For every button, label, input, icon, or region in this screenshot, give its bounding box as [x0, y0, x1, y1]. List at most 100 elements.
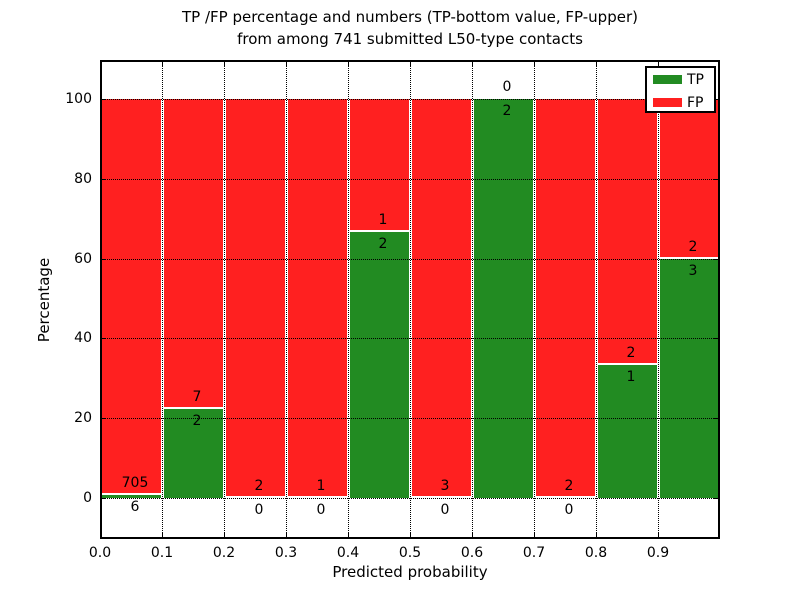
gridline-vertical [658, 60, 659, 539]
y-tick-label: 20 [74, 410, 92, 427]
fp-count-label: 2 [688, 238, 698, 255]
x-tick-label: 0.3 [274, 545, 298, 561]
fp-bar-segment [534, 99, 596, 496]
x-tick-mark [658, 60, 659, 66]
x-tick-label: 0.9 [646, 545, 670, 561]
tp-bar-segment [162, 409, 224, 498]
tp-count-label: 0 [316, 502, 326, 518]
fp-bar-segment [224, 99, 286, 496]
x-tick-mark [286, 533, 287, 539]
x-tick-label: 0.1 [150, 545, 174, 561]
fp-bar-segment [348, 99, 410, 230]
bar-edge-boundary [348, 229, 410, 232]
bar-edge-boundary [224, 496, 286, 498]
y-tick-label: 0 [83, 490, 92, 506]
x-tick-label: 0.5 [398, 545, 422, 561]
tp-count-label: 0 [440, 502, 450, 518]
fp-bar-segment [410, 99, 472, 496]
fp-count-label: 1 [316, 478, 326, 494]
x-tick-mark [472, 533, 473, 539]
x-tick-mark [348, 533, 349, 539]
x-tick-mark [100, 533, 101, 539]
fp-bar-segment [100, 99, 162, 493]
y-tick-mark [100, 178, 106, 180]
tp-count-label: 0 [254, 502, 264, 518]
x-axis-label: Predicted probability [332, 563, 488, 581]
y-tick-mark [100, 99, 106, 100]
bar-edge-boundary [596, 363, 658, 365]
fp-count-label: 2 [254, 478, 264, 494]
x-tick-label: 0.7 [522, 545, 546, 561]
y-tick-mark [714, 178, 720, 180]
tp-count-label: 2 [378, 235, 388, 252]
x-tick-mark [410, 533, 411, 539]
gridline-vertical [596, 60, 597, 539]
plot-area: 705 6 7 2 2 0 1 0 1 2 3 0 0 2 2 0 2 1 2 3 [100, 60, 720, 539]
fp-count-label: 1 [378, 211, 388, 228]
tp-count-label: 6 [130, 498, 140, 515]
x-tick-mark [719, 60, 720, 66]
y-tick-label: 80 [74, 170, 92, 187]
fp-count-label: 0 [502, 79, 512, 95]
tp-bar-segment [596, 365, 658, 498]
x-tick-mark [224, 60, 225, 66]
x-tick-mark [472, 60, 473, 66]
fp-bar-segment [596, 99, 658, 363]
x-tick-label: 0.2 [212, 545, 236, 561]
tp-count-label: 1 [626, 369, 636, 385]
bar-edge-boundary [100, 492, 162, 495]
gridline-vertical [348, 60, 349, 539]
tp-bar-segment [472, 99, 534, 498]
x-tick-label: 0.8 [584, 545, 608, 561]
x-tick-mark [410, 60, 411, 66]
fp-bar-segment [286, 99, 348, 496]
y-tick-label: 40 [74, 330, 92, 347]
x-tick-label: 0.6 [460, 545, 484, 561]
y-tick-mark [714, 258, 720, 260]
y-tick-mark [100, 498, 106, 499]
fp-count-label: 2 [626, 345, 636, 361]
x-tick-mark [534, 533, 535, 539]
gridline-vertical [286, 60, 287, 539]
gridline-vertical [162, 60, 163, 539]
fp-count-label: 3 [440, 478, 450, 494]
y-tick-mark [100, 418, 106, 420]
fp-bar-segment [658, 99, 720, 257]
bar-edge-boundary [410, 496, 472, 498]
x-tick-mark [596, 60, 597, 66]
y-tick-mark [714, 338, 720, 340]
fp-count-label: 705 [121, 474, 149, 491]
y-tick-mark [714, 498, 720, 499]
tp-count-label: 2 [192, 413, 202, 430]
chart-title: TP /FP percentage and numbers (TP-bottom… [110, 6, 710, 50]
tp-bar-segment [100, 494, 162, 498]
bar-edge-boundary [286, 496, 348, 498]
gridline-vertical [472, 60, 473, 539]
x-tick-mark [162, 60, 163, 66]
legend-label-tp: TP [687, 72, 704, 88]
tp-count-label: 2 [502, 103, 512, 119]
bar-edge-boundary [162, 407, 224, 410]
gridline-vertical [410, 60, 411, 539]
y-tick-label: 100 [65, 91, 92, 107]
y-tick-mark [100, 258, 106, 260]
legend-swatch-fp [653, 98, 682, 107]
y-tick-mark [714, 99, 720, 100]
tp-bar-segment [658, 258, 720, 498]
tp-bar-segment [348, 231, 410, 498]
fp-bar-segment [162, 99, 224, 408]
x-tick-mark [719, 533, 720, 539]
x-tick-label: 0.4 [336, 545, 360, 561]
y-tick-mark [714, 418, 720, 420]
x-tick-mark [224, 533, 225, 539]
x-tick-mark [348, 60, 349, 66]
y-tick-mark [100, 338, 106, 340]
y-tick-label: 60 [74, 250, 92, 267]
tp-count-label: 3 [688, 262, 698, 279]
gridline-vertical [534, 60, 535, 539]
fp-count-label: 2 [564, 478, 574, 494]
legend-swatch-tp [653, 75, 682, 84]
bar-edge-boundary [658, 256, 720, 259]
fp-count-label: 7 [192, 389, 202, 406]
